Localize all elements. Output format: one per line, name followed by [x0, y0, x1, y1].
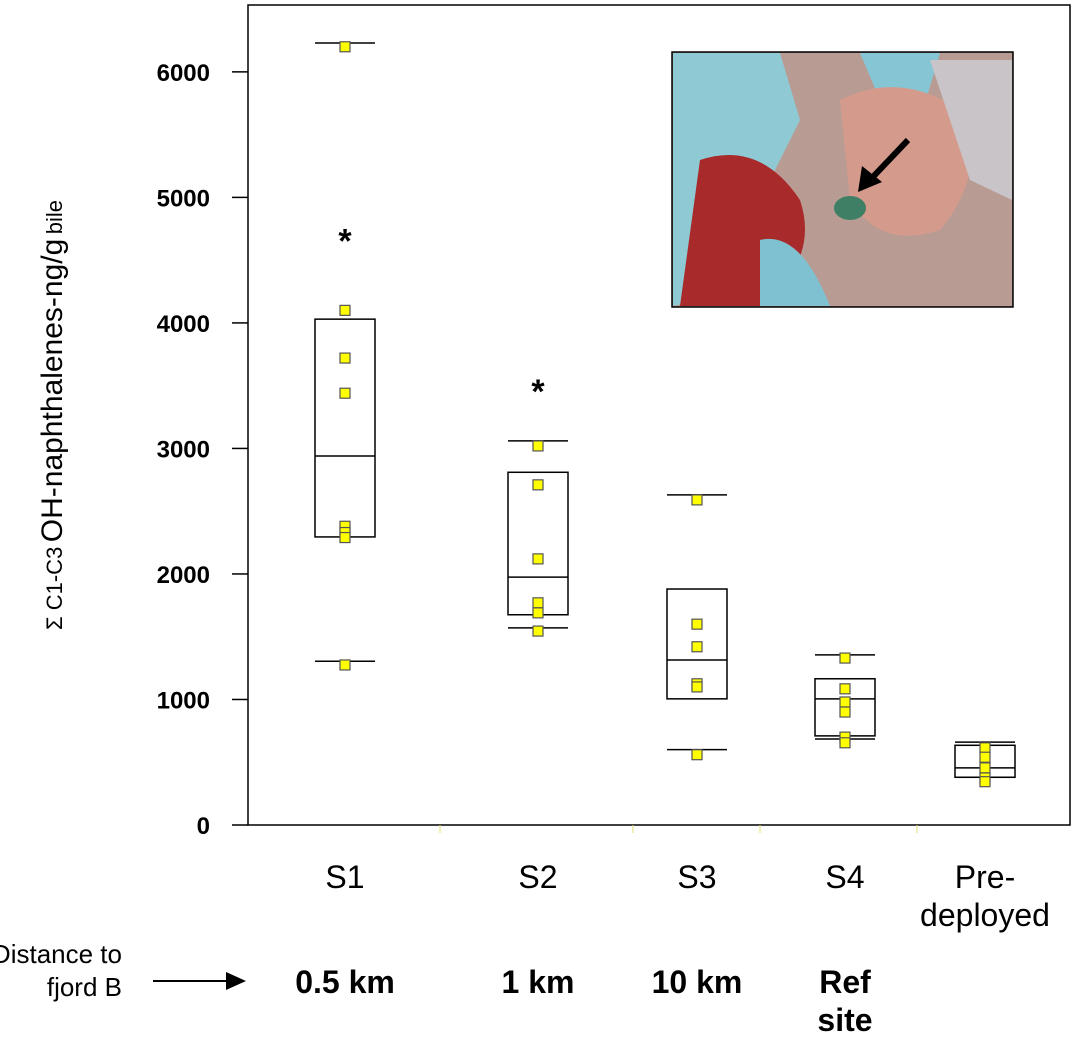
y-axis-label: Σ C1-C3 OH-naphthalenes-ng/g bile [36, 200, 69, 630]
data-point [532, 625, 544, 637]
data-point [691, 641, 703, 653]
photo-inset [671, 51, 1014, 308]
y-tick-label: 0 [197, 813, 210, 840]
distance-label: Distance to [0, 939, 122, 969]
data-point [691, 749, 703, 761]
data-point [532, 607, 544, 619]
distance: 10 km [652, 964, 743, 1000]
data-point [339, 352, 351, 364]
data-point [691, 618, 703, 630]
box [666, 588, 728, 700]
data-point [532, 479, 544, 491]
y-tick-label: 6000 [157, 60, 210, 87]
plot-frame [247, 4, 1071, 826]
annotation: * [338, 223, 352, 261]
data-point [691, 494, 703, 506]
distance-label: fjord B [47, 972, 122, 1002]
x-tick-label: S3 [677, 859, 716, 895]
x-tick-label: S1 [325, 859, 364, 895]
x-tick-label: Pre-deployed [920, 859, 1050, 933]
y-tick-label: 5000 [157, 185, 210, 212]
data-point [979, 742, 991, 754]
data-point [339, 41, 351, 53]
y-tick-label: 4000 [157, 311, 210, 338]
data-point [839, 737, 851, 749]
data-point [839, 696, 851, 708]
distance: 0.5 km [295, 964, 395, 1000]
data-point [839, 652, 851, 664]
data-point [979, 751, 991, 763]
x-tick-label: S2 [518, 859, 557, 895]
data-point [339, 531, 351, 544]
data-point [532, 597, 544, 609]
data-point [339, 659, 351, 671]
y-label-main: OH-naphthalenes-ng/g [36, 239, 69, 543]
data-point [691, 681, 703, 693]
distance: 1 km [502, 964, 575, 1000]
y-label-prefix: Σ C1-C3 [42, 547, 67, 630]
y-tick-label: 3000 [157, 436, 210, 463]
data-point [979, 776, 991, 788]
x-tick-label: S4 [825, 859, 864, 895]
data-point [339, 304, 351, 316]
data-point [532, 553, 544, 565]
data-point [979, 762, 991, 774]
box [507, 471, 569, 616]
box [314, 318, 376, 538]
annotation: * [531, 373, 545, 411]
y-tick-label: 1000 [157, 687, 210, 714]
data-point [839, 706, 851, 718]
arrow-head [226, 972, 246, 990]
y-label-suffix: bile [42, 200, 67, 234]
data-point [339, 387, 351, 399]
distance: Ref site [817, 964, 872, 1038]
y-tick-label: 2000 [157, 562, 210, 589]
data-point [839, 683, 851, 695]
data-point [532, 440, 544, 452]
